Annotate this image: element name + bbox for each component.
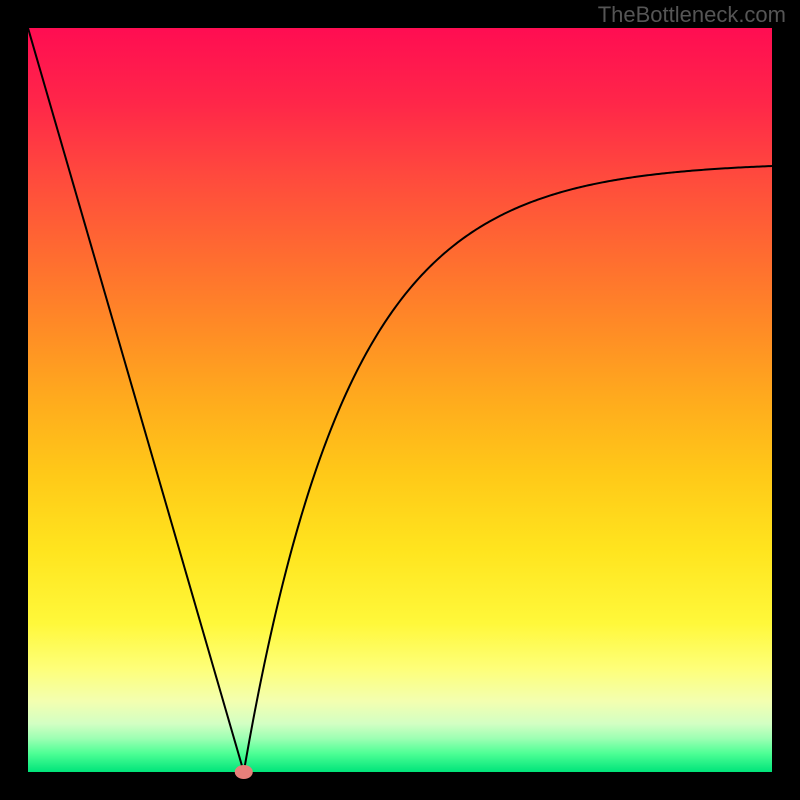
bottleneck-chart: [0, 0, 800, 800]
watermark-text: TheBottleneck.com: [598, 2, 786, 28]
chart-container: TheBottleneck.com: [0, 0, 800, 800]
plot-background-gradient: [28, 28, 772, 772]
optimal-point-marker: [235, 765, 253, 779]
